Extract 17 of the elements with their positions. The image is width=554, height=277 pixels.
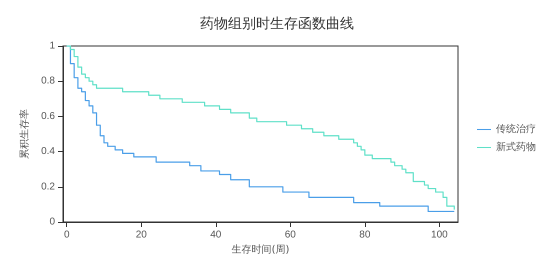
y-tick-label: 1: [49, 40, 56, 52]
y-tick-label: 0.6: [41, 110, 56, 122]
y-tick-label: 0.2: [41, 181, 56, 192]
legend-label: 传统治疗: [496, 123, 536, 135]
chart-title: 药物组别时生存函数曲线: [200, 16, 354, 32]
x-tick-label: 80: [359, 230, 371, 240]
y-tick-label: 0.8: [41, 76, 56, 87]
x-tick-label: 0: [64, 230, 70, 240]
y-tick-label: 0.4: [41, 146, 56, 158]
y-tick-label: 0: [49, 216, 56, 228]
x-axis-title: 生存时间(周): [232, 243, 290, 256]
x-tick-label: 40: [210, 230, 222, 240]
y-axis-title: 累积生存率: [18, 109, 31, 159]
x-tick-label: 20: [136, 230, 148, 240]
x-tick-label: 60: [284, 230, 296, 240]
x-tick-label: 100: [431, 230, 448, 240]
legend-label: 新式药物: [496, 141, 536, 153]
